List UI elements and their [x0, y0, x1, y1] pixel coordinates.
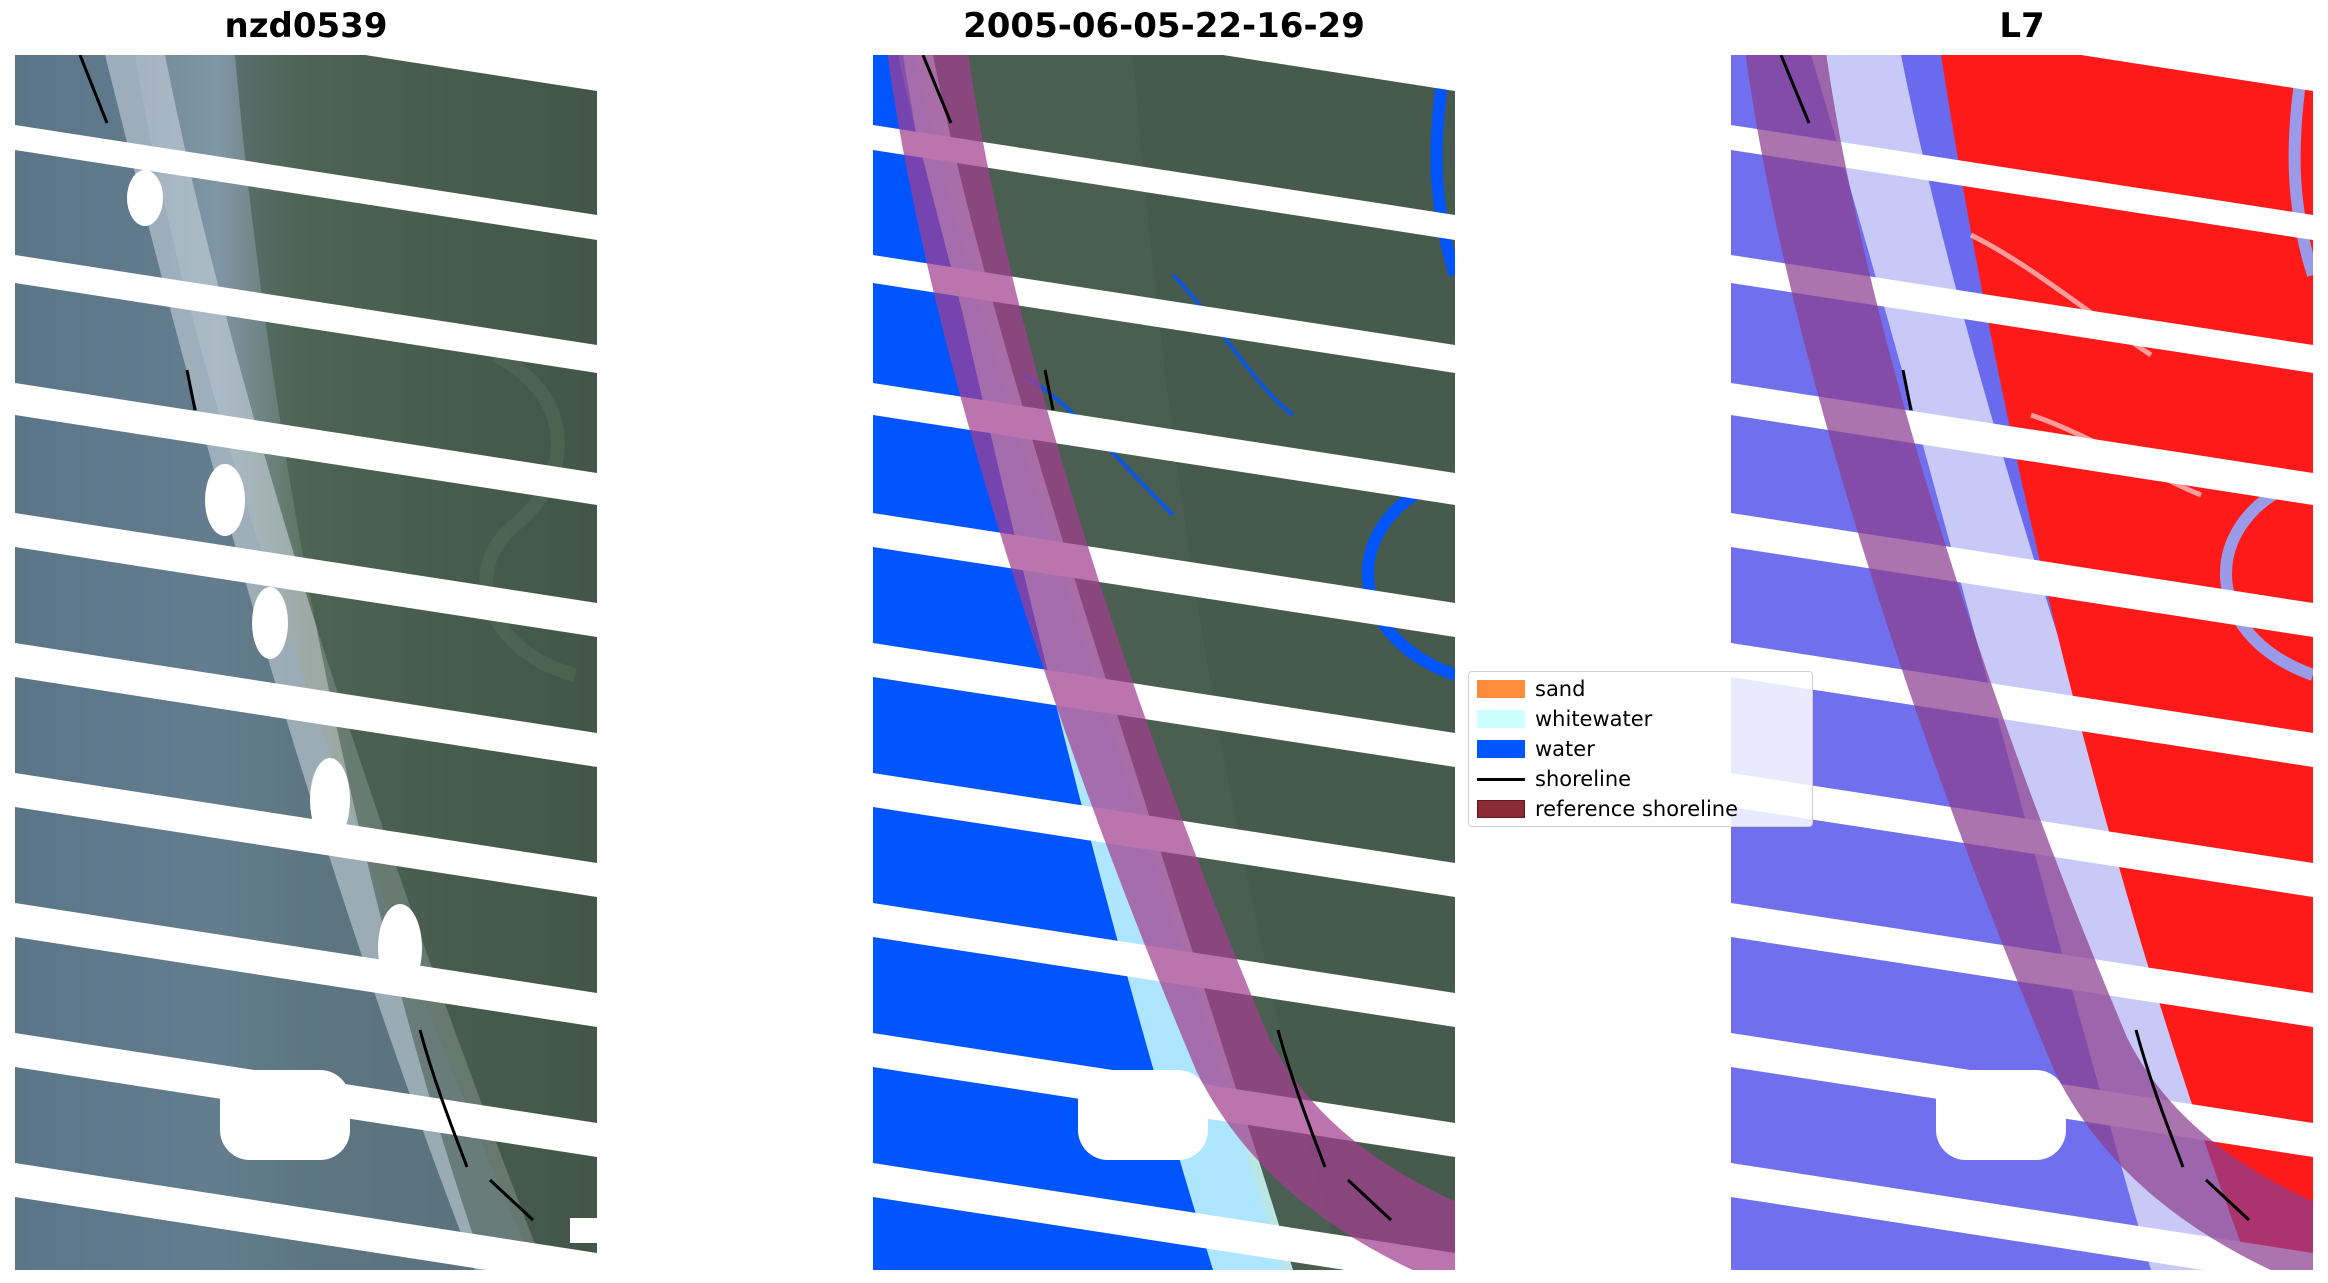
legend: sand whitewater water shoreline referenc… [1468, 671, 1813, 827]
legend-label-water: water [1535, 737, 1595, 761]
reference-shoreline-swatch [1477, 800, 1525, 818]
cloud-mask-holes [127, 170, 597, 1243]
legend-label-shoreline: shoreline [1535, 767, 1632, 791]
classified-image [873, 55, 1455, 1270]
shoreline-path [1779, 55, 2251, 1222]
legend-label-reference-shoreline: reference shoreline [1535, 797, 1739, 821]
shoreline-path [921, 55, 1393, 1222]
shoreline-path [78, 55, 535, 1222]
legend-label-sand: sand [1535, 677, 1586, 701]
sand-swatch [1477, 680, 1525, 698]
index-image-panel [1731, 55, 2313, 1270]
index-image [1731, 55, 2313, 1270]
panel-title-index: L7 [1999, 6, 2045, 46]
panel-title-classified: 2005-06-05-22-16-29 [963, 6, 1365, 46]
reference-shoreline-band [888, 55, 1455, 1270]
rgb-image [15, 55, 597, 1270]
shoreline-swatch [1477, 778, 1525, 781]
classified-image-panel [873, 55, 1455, 1270]
whitewater-swatch [1477, 710, 1525, 728]
rgb-image-panel [15, 55, 597, 1270]
legend-label-whitewater: whitewater [1535, 707, 1653, 731]
reference-shoreline-band [1746, 55, 2313, 1270]
panel-title-rgb: nzd0539 [224, 6, 388, 46]
water-swatch [1477, 740, 1525, 758]
